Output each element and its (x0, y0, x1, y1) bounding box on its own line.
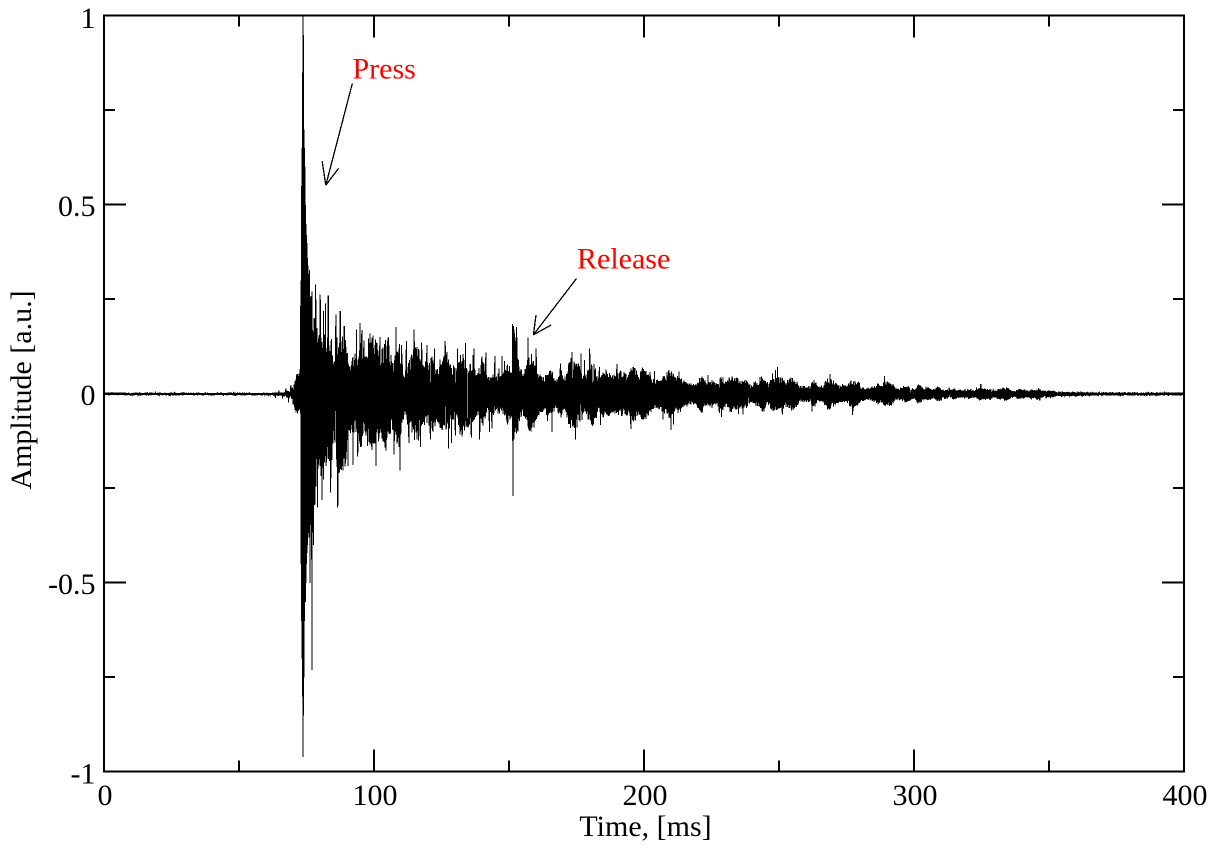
svg-text:Time, [ms]: Time, [ms] (579, 810, 711, 843)
svg-text:0: 0 (98, 779, 113, 812)
svg-text:400: 400 (1163, 779, 1208, 812)
svg-text:-1: -1 (71, 758, 96, 791)
svg-text:0.5: 0.5 (58, 190, 96, 223)
svg-text:300: 300 (893, 779, 938, 812)
svg-text:1: 1 (81, 2, 96, 35)
svg-text:100: 100 (353, 779, 398, 812)
svg-text:Release: Release (577, 243, 670, 276)
svg-text:0: 0 (81, 379, 96, 412)
svg-text:Amplitude [a.u.]: Amplitude [a.u.] (5, 290, 38, 489)
svg-text:-0.5: -0.5 (48, 568, 96, 601)
svg-text:Press: Press (353, 53, 416, 86)
svg-text:200: 200 (623, 779, 668, 812)
